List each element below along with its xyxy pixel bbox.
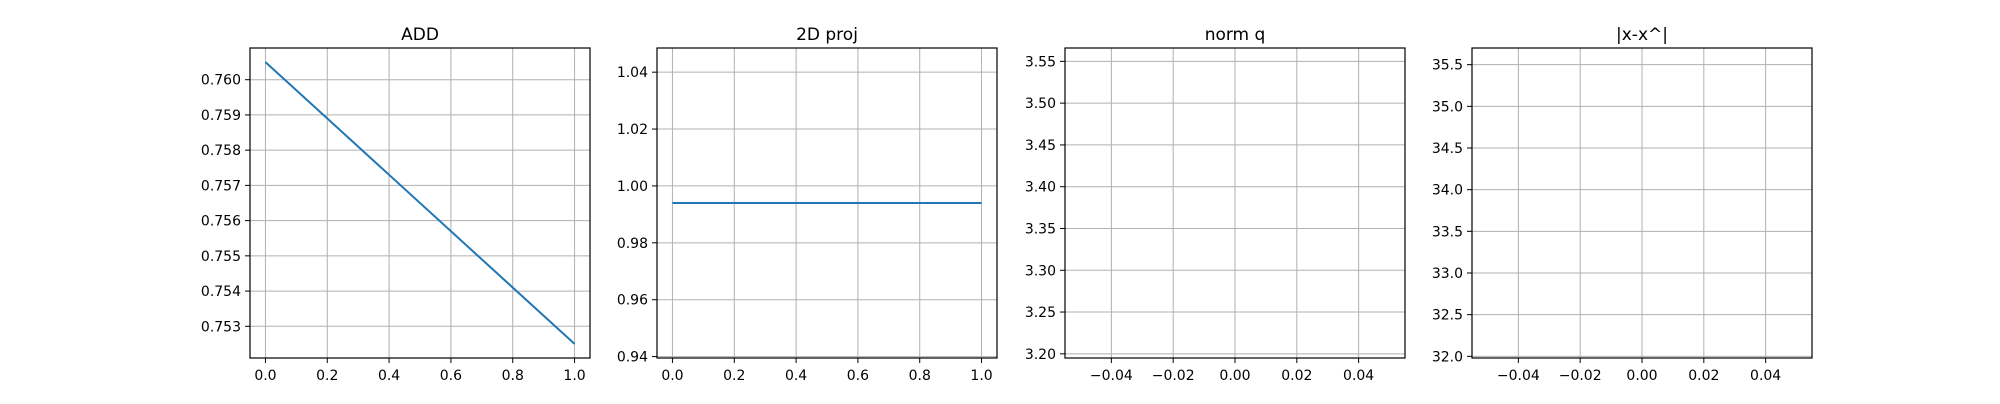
chart-title: ADD	[401, 25, 439, 45]
series-line-1	[264, 61, 576, 345]
chart-title: norm q	[1205, 25, 1266, 45]
y-tick-label: 3.25	[1025, 305, 1056, 321]
x-tick-label: 0.8	[502, 368, 524, 384]
y-tick-label: 0.755	[201, 249, 241, 265]
y-tick-label: 1.00	[617, 179, 648, 195]
y-tick-label: 0.759	[201, 108, 241, 124]
x-tick-label: 0.4	[378, 368, 400, 384]
y-tick-label: 0.96	[617, 293, 648, 309]
x-tick-label: 0.2	[723, 368, 745, 384]
x-tick-label: 0.04	[1750, 368, 1781, 384]
y-tick-label: 3.35	[1025, 221, 1056, 237]
y-tick-label: 3.45	[1025, 138, 1056, 154]
y-tick-label: 35.0	[1432, 99, 1463, 115]
chart-title: 2D proj	[796, 25, 858, 45]
y-tick-label: 33.5	[1432, 224, 1463, 240]
y-tick-label: 0.753	[201, 319, 241, 335]
y-tick-label: 0.98	[617, 236, 648, 252]
y-tick-label: 3.30	[1025, 263, 1056, 279]
x-tick-label: 0.0	[661, 368, 683, 384]
x-tick-label: 0.6	[440, 368, 462, 384]
x-tick-label: 0.0	[254, 368, 276, 384]
y-tick-label: 0.760	[201, 73, 241, 89]
y-tick-label: 0.754	[201, 284, 241, 300]
y-tick-label: 3.20	[1025, 347, 1056, 363]
x-tick-label: 0.2	[316, 368, 338, 384]
x-tick-label: −0.02	[1152, 368, 1195, 384]
x-tick-label: −0.02	[1559, 368, 1602, 384]
x-tick-label: 0.8	[909, 368, 931, 384]
y-tick-label: 32.0	[1432, 349, 1463, 365]
axes-frame	[249, 47, 591, 359]
x-tick-label: 0.04	[1343, 368, 1374, 384]
chart-panel-4: −0.04 −0.02 0.00 0.02 0.04 32.0 32.5 33.0 33.5 34…	[1432, 25, 1813, 384]
y-tick-label: 33.0	[1432, 266, 1463, 282]
x-tick-label: 0.00	[1626, 368, 1657, 384]
chart-panel-2: 0.0 0.2 0.4 0.6 0.8 1.0 0.94 0.96 0.98 1.00 1.02 1.…	[617, 25, 998, 384]
x-tick-label: 0.6	[847, 368, 869, 384]
x-tick-label: 0.4	[785, 368, 807, 384]
y-tick-label: 35.5	[1432, 58, 1463, 74]
chart-panel-3: −0.04 −0.02 0.00 0.02 0.04 3.20 3.25 3.30 3.35 3.…	[1025, 25, 1406, 384]
chart-title: |x-x^|	[1616, 25, 1668, 45]
y-tick-label: 0.756	[201, 214, 241, 230]
axes-frame	[656, 47, 998, 359]
x-tick-label: 0.02	[1281, 368, 1312, 384]
y-tick-label: 34.5	[1432, 141, 1463, 157]
y-tick-label: 0.758	[201, 143, 241, 159]
y-tick-label: 3.55	[1025, 54, 1056, 70]
x-tick-label: 0.02	[1688, 368, 1719, 384]
y-tick-label: 0.757	[201, 178, 241, 194]
x-tick-label: −0.04	[1090, 368, 1133, 384]
y-tick-label: 1.02	[617, 122, 648, 138]
x-tick-label: −0.04	[1497, 368, 1540, 384]
y-tick-label: 3.50	[1025, 96, 1056, 112]
y-tick-label: 0.94	[617, 350, 648, 366]
x-tick-label: 0.00	[1219, 368, 1250, 384]
y-tick-label: 1.04	[617, 65, 648, 81]
y-tick-label: 32.5	[1432, 308, 1463, 324]
x-tick-label: 1.0	[563, 368, 585, 384]
chart-panel-1: 0.0 0.2 0.4 0.6 0.8 1.0 0.753 0.754 0.755 0.756 0.…	[201, 25, 591, 384]
y-tick-label: 34.0	[1432, 183, 1463, 199]
x-tick-label: 1.0	[970, 368, 992, 384]
y-tick-label: 3.40	[1025, 180, 1056, 196]
